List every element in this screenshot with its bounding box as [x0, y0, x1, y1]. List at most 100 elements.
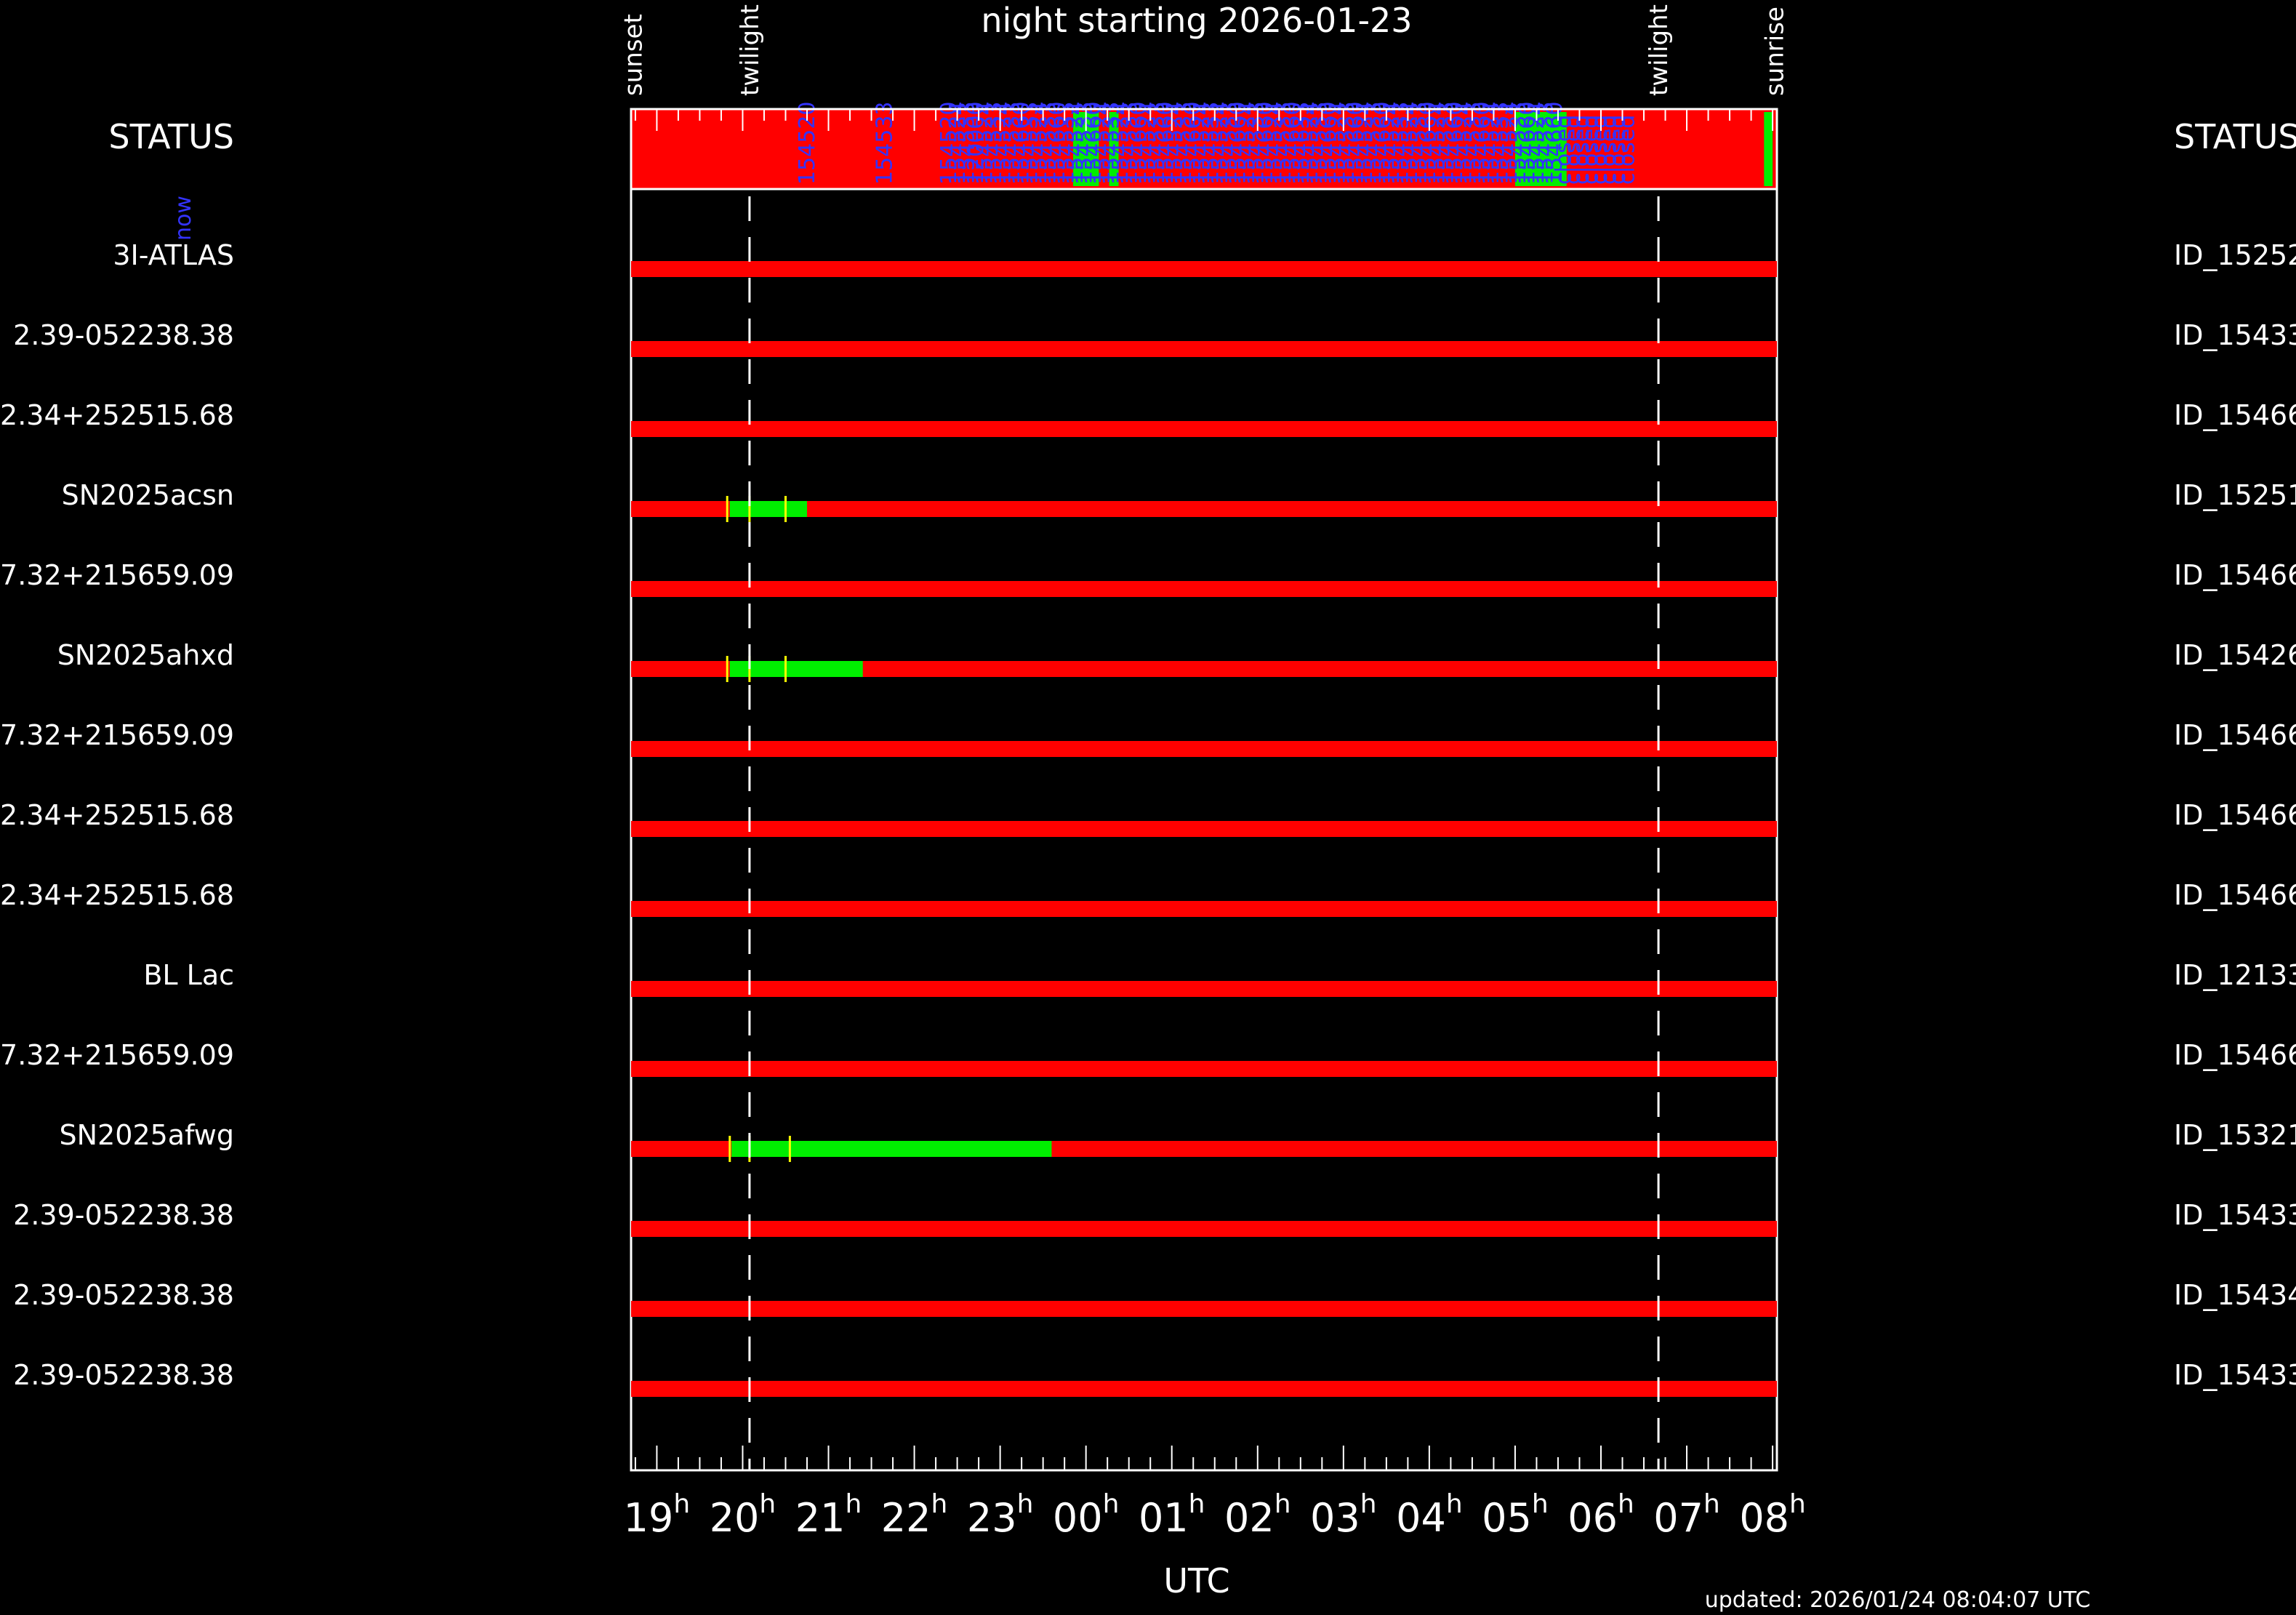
target-name: BL Lac: [143, 959, 234, 991]
status-strip-label: 154533: [1198, 101, 1224, 185]
updated-timestamp: updated: 2026/01/24 08:04:07 UTC: [1705, 1587, 2091, 1613]
x-tick-label: 02h: [1224, 1489, 1291, 1541]
x-tick-label: 19h: [624, 1489, 691, 1541]
target-name: 32.34+252515.68: [0, 799, 234, 831]
target-name: SN2025acsn: [62, 479, 234, 511]
target-name: 27.32+215659.09: [0, 1039, 234, 1071]
status-strip-label: closed: [1605, 115, 1631, 185]
status-strip-label: 154524: [973, 101, 998, 185]
target-bar-unavailable: [631, 901, 1777, 917]
x-tick-label: 01h: [1139, 1489, 1205, 1541]
target-bar-unavailable: [631, 501, 1777, 517]
x-tick-label: 20h: [710, 1489, 776, 1541]
target-bar-unavailable: [631, 661, 1777, 677]
status-strip-label: closed: [1551, 115, 1576, 185]
target-bar-observable: [729, 661, 863, 677]
target-name: 2.39-052238.38: [13, 1199, 234, 1231]
status-strip-label: closed: [1578, 115, 1604, 185]
target-name: 32.34+252515.68: [0, 879, 234, 911]
event-lines: sunset twilight twilight sunrise: [619, 4, 1789, 1470]
target-id: ID_15433: [2174, 1199, 2296, 1231]
status-strip-label: 154660: [1542, 101, 1568, 185]
status-strip-label: 154660: [1316, 101, 1341, 185]
target-id: ID_12133: [2174, 959, 2296, 991]
status-strip-label: 154533: [1000, 101, 1025, 185]
target-bar-unavailable: [631, 741, 1777, 757]
target-bar-unavailable: [631, 1221, 1777, 1237]
target-name: 3I-ATLAS: [113, 239, 234, 271]
target-id: ID_15466: [2174, 1039, 2296, 1071]
status-strip-label: 154524: [1027, 101, 1052, 185]
status-strip-label: 154533: [1307, 101, 1333, 185]
status-strip-label: 154533: [1334, 101, 1360, 185]
status-strip-segment: [1109, 112, 1119, 186]
status-strip-label: 154524: [990, 101, 1016, 185]
right-status-header: STATUS: [2174, 117, 2296, 156]
target-id: ID_15426: [2174, 639, 2296, 671]
target-name: 32.34+252515.68: [0, 399, 234, 431]
status-strip-segment: [1514, 112, 1567, 186]
chart-title: night starting 2026-01-23: [981, 1, 1412, 40]
x-tick-label: 08h: [1739, 1489, 1806, 1541]
status-strip-label: 154533: [1144, 101, 1170, 185]
status-strip-label: 154533: [1117, 101, 1142, 185]
status-strip-label: 154633: [1289, 101, 1314, 185]
target-bar-unavailable: [631, 341, 1777, 357]
target-bar-unavailable: [631, 821, 1777, 837]
status-strip-label: closed: [1614, 115, 1639, 185]
x-tick-label: 00h: [1053, 1489, 1120, 1541]
target-bar-unavailable: [631, 1061, 1777, 1077]
status-strip-label: 154533: [1053, 101, 1079, 185]
target-id: ID_15466: [2174, 799, 2296, 831]
status-strip-label: 154533: [1406, 101, 1432, 185]
status-strip-label: 154660: [1126, 101, 1152, 185]
status-strip-label: 120000: [963, 101, 989, 185]
status-strip-label: 154533: [1244, 101, 1269, 185]
x-tick-label: 21h: [795, 1489, 862, 1541]
target-bar-unavailable: [631, 981, 1777, 997]
status-strip-label: 154533: [1072, 101, 1097, 185]
x-tick-label: 05h: [1482, 1489, 1549, 1541]
target-id: ID_15466: [2174, 399, 2296, 431]
event-label-twilight_morning: twilight: [1645, 4, 1674, 96]
status-strip-label: 154533: [955, 101, 980, 185]
status-strip-segment: [1764, 112, 1773, 186]
status-strip-label: 154524: [1479, 101, 1504, 185]
status-strip-label: closed: [1569, 115, 1594, 185]
target-labels: 3I-ATLAS ID_15252 2.39-052238.38 ID_15433 32…: [0, 239, 2296, 1391]
target-id: ID_15466: [2174, 719, 2296, 751]
target-name: 2.39-052238.38: [13, 319, 234, 351]
target-name: 2.39-052238.38: [13, 1359, 234, 1391]
status-strip-background: [631, 109, 1777, 189]
status-strip-label: 154524: [1235, 101, 1260, 185]
target-name: 27.32+215659.09: [0, 559, 234, 591]
target-bar-unavailable: [631, 1381, 1777, 1397]
status-strip-label: 154524: [1379, 101, 1405, 185]
status-strip-label: 154524: [1325, 101, 1350, 185]
status-strip-label: 154533: [1216, 101, 1242, 185]
status-strip-label: 154660: [1442, 101, 1468, 185]
target-id: ID_15466: [2174, 559, 2296, 591]
status-strip-label: closed: [1560, 115, 1586, 185]
status-strip-label: 154524: [1497, 101, 1522, 185]
status-strip-label: 154524: [1090, 101, 1115, 185]
status-strip-label: 154533: [1271, 101, 1296, 185]
x-tick-label: 22h: [881, 1489, 948, 1541]
now-label: now: [171, 196, 196, 241]
target-bars: [631, 261, 1777, 1397]
status-strip-label: 154524: [945, 101, 971, 185]
status-strip-label: 154533: [1461, 101, 1486, 185]
x-tick-label: 07h: [1653, 1489, 1720, 1541]
status-strip-frame: [630, 108, 1778, 191]
x-tick-label: 04h: [1396, 1489, 1463, 1541]
status-strip-label: 154533: [1389, 101, 1414, 185]
target-name: SN2025afwg: [60, 1119, 234, 1151]
x-tick-label: 03h: [1310, 1489, 1377, 1541]
target-bar-unavailable: [631, 421, 1777, 437]
status-strip-label: 154533: [982, 101, 1007, 185]
target-bar-unavailable: [631, 261, 1777, 277]
target-bar-unavailable: [631, 1301, 1777, 1317]
target-id: ID_15466: [2174, 879, 2296, 911]
left-status-header: STATUS: [108, 117, 234, 156]
